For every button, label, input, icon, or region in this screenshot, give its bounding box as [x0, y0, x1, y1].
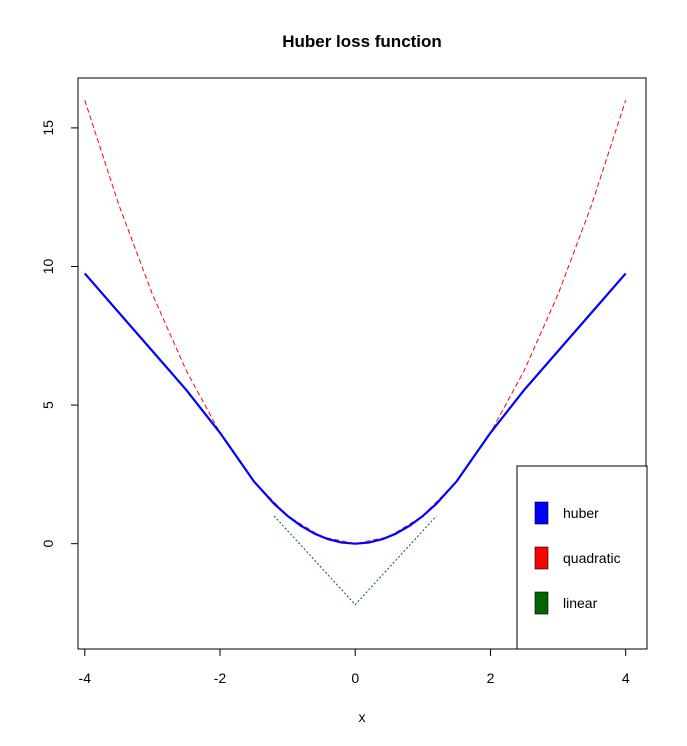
x-axis-label: x: [359, 709, 366, 725]
series-line-linear: [273, 515, 437, 606]
legend: huber quadratic linear: [516, 465, 648, 650]
series-line-huber: [83, 272, 627, 545]
y-tick-label: 0: [40, 540, 56, 548]
legend-swatch-quadratic: [534, 546, 549, 570]
y-tick-label: 10: [40, 258, 56, 274]
x-tick-label: 2: [487, 670, 495, 686]
series-layer: [83, 100, 627, 606]
legend-swatch-huber: [534, 501, 549, 525]
y-tick-label: 5: [40, 401, 56, 409]
y-axis: 0 5 10 15: [40, 120, 79, 548]
x-tick-label: -4: [79, 670, 92, 686]
legend-swatch-linear: [534, 591, 549, 615]
x-tick-label: 0: [351, 670, 359, 686]
legend-label-linear: linear: [563, 595, 598, 611]
legend-label-quadratic: quadratic: [563, 550, 621, 566]
x-tick-label: -2: [214, 670, 227, 686]
x-tick-label: 4: [622, 670, 630, 686]
x-axis: -4 -2 0 2 4: [79, 648, 630, 686]
y-tick-label: 15: [40, 120, 56, 136]
chart-title: Huber loss function: [282, 32, 442, 51]
legend-label-huber: huber: [563, 505, 599, 521]
